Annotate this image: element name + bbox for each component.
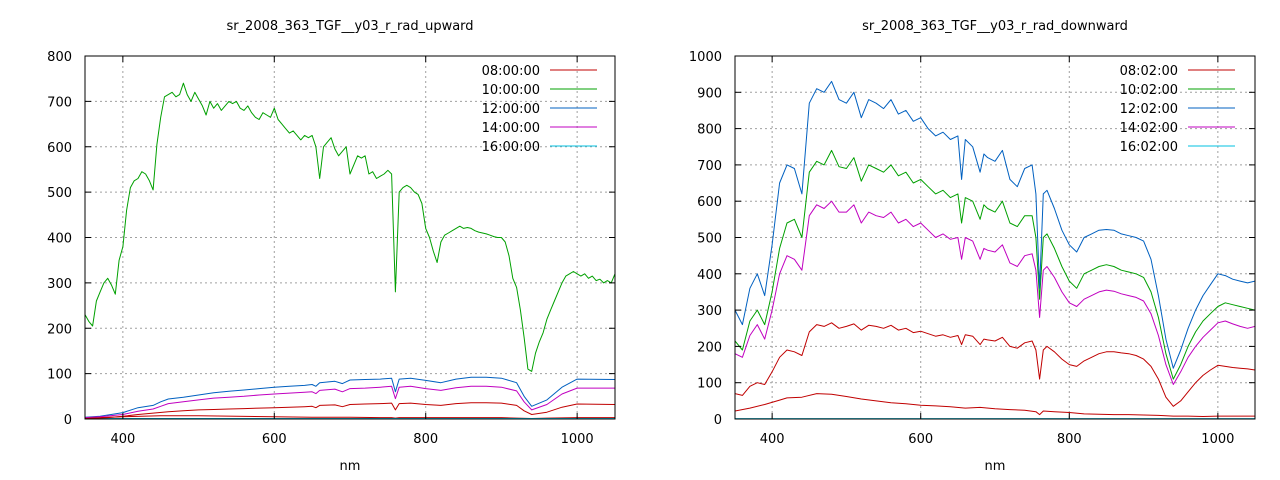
- y-tick-label: 500: [697, 232, 722, 247]
- chart-title: sr_2008_363_TGF__y03_r_rad_upward: [226, 19, 473, 34]
- legend-label: 16:00:00: [482, 140, 540, 155]
- series-line-140200: [735, 200, 1255, 385]
- upward-radiance-chart: sr_2008_363_TGF__y03_r_rad_upward 400 600 8…: [47, 19, 616, 474]
- y-tick-label: 900: [697, 86, 722, 101]
- y-tick-label: 600: [47, 141, 72, 156]
- series-line-080200: [735, 393, 1255, 417]
- y-tick-label: 800: [697, 123, 722, 138]
- series-line-120000: [85, 376, 615, 418]
- y-tick-label: 0: [714, 413, 722, 428]
- legend-label: 08:00:00: [482, 64, 540, 79]
- y-tick-label: 100: [47, 368, 72, 383]
- y-tick-label: 1000: [689, 50, 722, 65]
- legend-label: 08:02:00: [1120, 64, 1178, 79]
- x-tick-label: 600: [908, 432, 933, 447]
- legend-label: 12:00:00: [482, 102, 540, 117]
- chart-title: sr_2008_363_TGF__y03_r_rad_downward: [862, 19, 1128, 34]
- y-tick-label: 400: [697, 268, 722, 283]
- x-tick-label: 800: [1057, 432, 1082, 447]
- series-group: [735, 80, 1255, 419]
- legend-label: 14:02:00: [1120, 121, 1178, 136]
- series-line-100000: [85, 82, 615, 372]
- x-tick-label: 1000: [1201, 432, 1234, 447]
- y-tick-label: 400: [47, 232, 72, 247]
- series-line-unlabeled-5: [735, 322, 1255, 407]
- series-line-100200: [735, 149, 1255, 380]
- y-tick-label: 800: [47, 50, 72, 65]
- series-line-140000: [85, 385, 615, 419]
- series-line-unlabeled-5: [85, 402, 615, 419]
- y-tick-label: 200: [697, 340, 722, 355]
- x-tick-label: 600: [262, 432, 287, 447]
- y-tick-label: 0: [64, 413, 72, 428]
- y-tick-label: 500: [47, 186, 72, 201]
- x-tick-label: 800: [413, 432, 438, 447]
- y-tick-label: 700: [47, 95, 72, 110]
- y-tick-label: 700: [697, 159, 722, 174]
- legend-label: 14:00:00: [482, 121, 540, 136]
- series-line-120200: [735, 80, 1255, 369]
- downward-radiance-chart: sr_2008_363_TGF__y03_r_rad_downward 400 60…: [689, 19, 1256, 474]
- x-tick-label: 400: [110, 432, 135, 447]
- y-tick-label: 200: [47, 322, 72, 337]
- y-tick-label: 300: [697, 304, 722, 319]
- y-tick-label: 300: [47, 277, 72, 292]
- legend-label: 10:00:00: [482, 83, 540, 98]
- y-tick-label: 100: [697, 377, 722, 392]
- legend-label: 10:02:00: [1120, 83, 1178, 98]
- y-tick-label: 600: [697, 195, 722, 210]
- x-tick-label: 400: [760, 432, 785, 447]
- x-axis-label: nm: [340, 459, 361, 474]
- x-axis-label: nm: [985, 459, 1006, 474]
- legend-label: 16:02:00: [1120, 140, 1178, 155]
- legend-label: 12:02:00: [1120, 102, 1178, 117]
- x-tick-label: 1000: [561, 432, 594, 447]
